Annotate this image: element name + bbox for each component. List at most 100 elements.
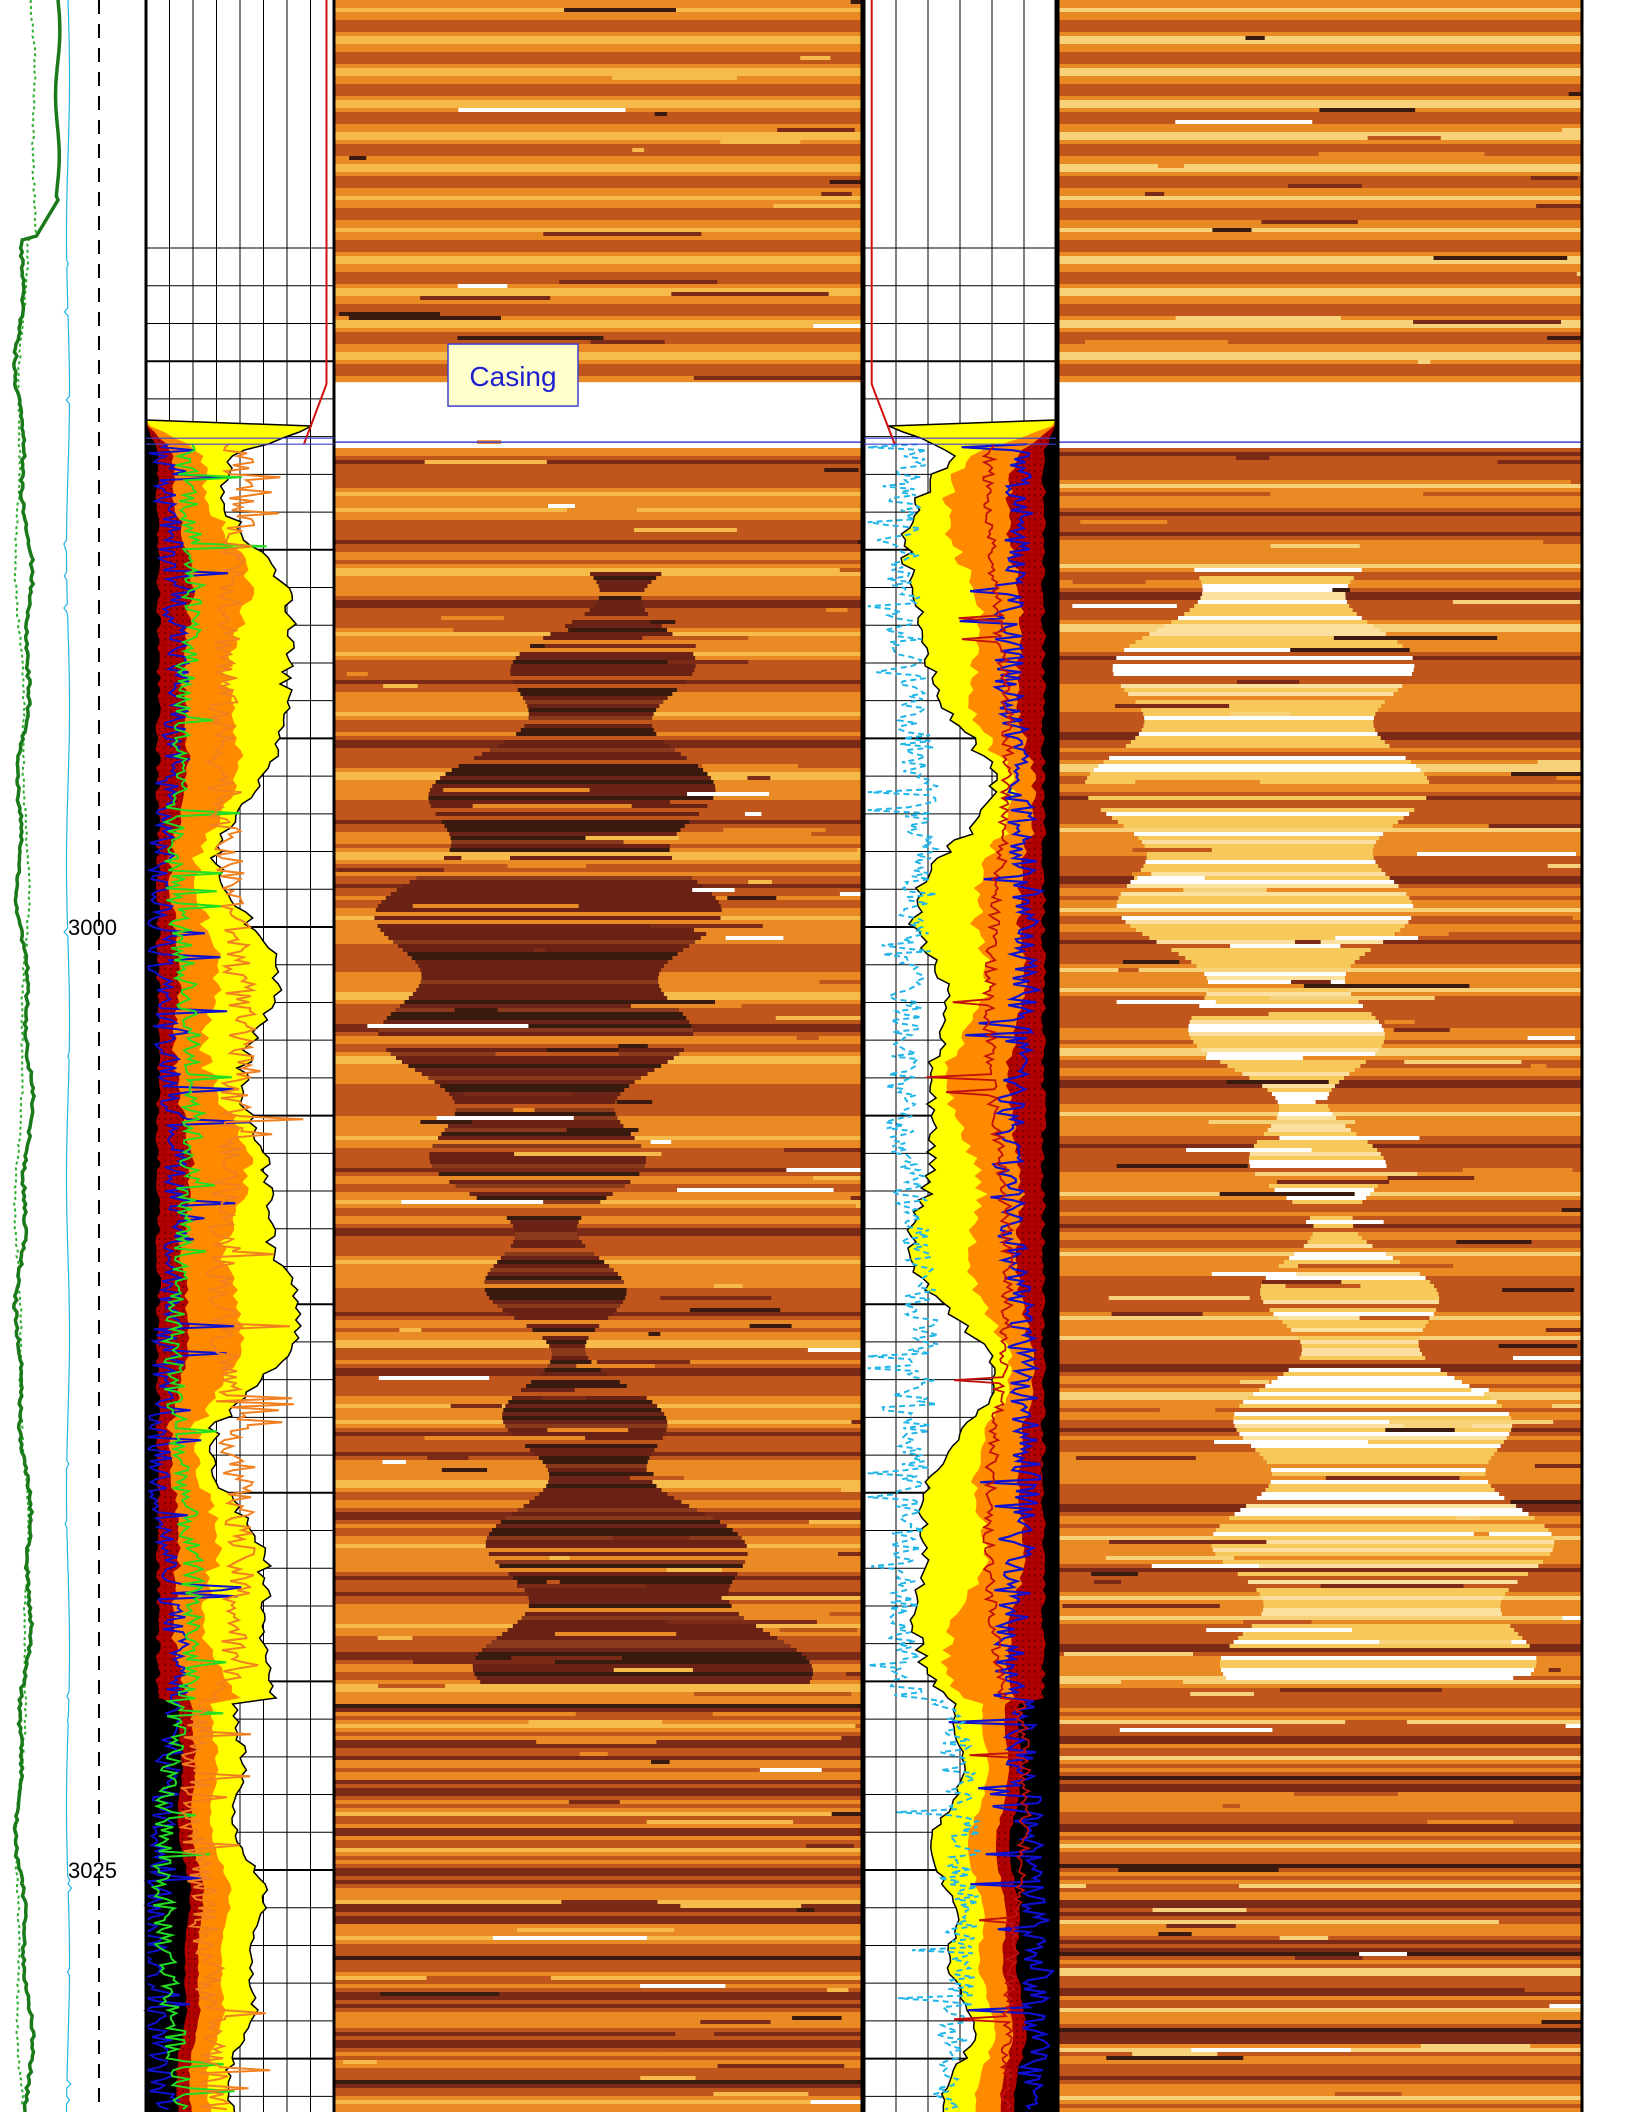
image-band xyxy=(1058,40,1582,44)
gamma-dotted-curve xyxy=(13,0,37,2112)
image-band xyxy=(334,2088,862,2092)
image-feature xyxy=(1087,776,1428,780)
image-feature xyxy=(572,620,657,624)
image-streak xyxy=(1452,464,1533,468)
image-feature xyxy=(517,1580,733,1584)
image-band xyxy=(1058,1772,1582,1776)
image-band xyxy=(334,1036,862,1040)
image-band xyxy=(1058,888,1582,892)
image-feature xyxy=(1220,1668,1534,1672)
image-band xyxy=(1058,2012,1582,2016)
image-streak xyxy=(1119,1728,1273,1732)
image-streak xyxy=(713,2092,809,2096)
image-band xyxy=(1058,1836,1582,1840)
image-streak xyxy=(377,1636,413,1640)
image-feature xyxy=(1275,1096,1328,1100)
image-streak xyxy=(1135,780,1261,784)
image-band xyxy=(334,676,862,680)
image-band xyxy=(334,2012,862,2016)
image-feature xyxy=(526,1384,627,1388)
image-feature xyxy=(513,1240,582,1244)
image-streak xyxy=(1325,1476,1460,1480)
image-streak xyxy=(1091,1572,1138,1576)
image-feature xyxy=(1138,836,1380,840)
image-feature xyxy=(534,1452,652,1456)
image-feature xyxy=(1249,1160,1386,1164)
image-band xyxy=(334,284,862,288)
image-streak xyxy=(507,864,587,868)
image-feature xyxy=(496,1636,778,1640)
image-band xyxy=(334,364,862,368)
image-band xyxy=(334,256,862,260)
image-band xyxy=(334,464,862,468)
image-feature xyxy=(412,992,664,996)
image-band xyxy=(334,184,862,188)
image-streak xyxy=(1158,164,1184,168)
image-band xyxy=(1058,1500,1582,1504)
image-feature xyxy=(440,776,711,780)
image-feature xyxy=(1143,724,1374,728)
image-feature xyxy=(1260,1292,1439,1296)
image-band xyxy=(334,860,862,864)
image-feature xyxy=(404,1000,671,1004)
image-band xyxy=(334,1764,862,1768)
image-feature xyxy=(383,1020,690,1024)
image-streak xyxy=(1345,1720,1407,1724)
image-band xyxy=(334,2044,862,2048)
image-streak xyxy=(1167,344,1314,348)
image-streak xyxy=(786,1168,862,1172)
image-feature xyxy=(481,1648,797,1652)
image-band xyxy=(1058,1960,1582,1964)
image-band xyxy=(1058,1476,1582,1480)
image-feature xyxy=(380,1024,692,1028)
image-band xyxy=(1058,144,1582,148)
image-feature xyxy=(547,1468,647,1472)
image-band xyxy=(334,1744,862,1748)
image-feature xyxy=(1138,704,1382,708)
image-feature xyxy=(1116,904,1414,908)
image-feature xyxy=(596,580,652,584)
image-band xyxy=(1058,116,1582,120)
image-streak xyxy=(1570,480,1582,484)
image-band xyxy=(334,2084,862,2088)
image-band xyxy=(1058,1760,1582,1764)
image-feature xyxy=(1253,1392,1485,1396)
image-band xyxy=(1058,264,1582,268)
image-feature xyxy=(1199,576,1354,580)
image-streak xyxy=(744,812,762,816)
fill-red xyxy=(995,0,1056,2112)
image-band xyxy=(334,1792,862,1796)
image-feature xyxy=(1125,744,1390,748)
image-feature xyxy=(1303,1244,1373,1248)
image-streak xyxy=(546,1580,560,1584)
casing-band xyxy=(334,382,862,441)
image-feature xyxy=(408,996,668,1000)
image-feature xyxy=(528,708,657,712)
image-band xyxy=(1058,344,1582,348)
image-band xyxy=(334,760,862,764)
image-streak xyxy=(583,1472,654,1476)
image-band xyxy=(334,560,862,564)
image-streak xyxy=(693,376,862,380)
image-band xyxy=(1058,28,1582,32)
image-streak xyxy=(1105,1556,1234,1560)
image-feature xyxy=(420,980,659,984)
image-band xyxy=(1058,1008,1582,1012)
image-feature xyxy=(520,692,673,696)
image-band xyxy=(334,352,862,356)
image-feature xyxy=(388,936,701,940)
image-streak xyxy=(514,1152,662,1156)
image-feature xyxy=(447,1124,624,1128)
image-feature xyxy=(1171,620,1368,624)
image-streak xyxy=(1427,1820,1514,1824)
image-feature xyxy=(1149,632,1386,636)
image-streak xyxy=(1276,1180,1390,1184)
image-feature xyxy=(502,1308,617,1312)
image-streak xyxy=(1062,1604,1220,1608)
image-feature xyxy=(1185,956,1360,960)
image-band xyxy=(334,1320,862,1324)
image-band xyxy=(1058,560,1582,564)
image-streak xyxy=(649,924,763,928)
image-band xyxy=(1058,288,1582,292)
image-feature xyxy=(1178,952,1365,956)
